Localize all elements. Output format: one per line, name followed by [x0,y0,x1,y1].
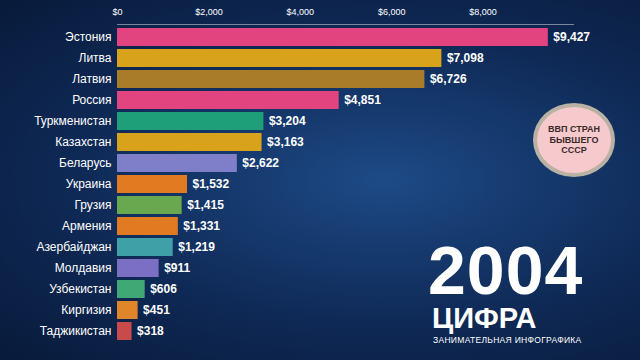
html-text:2004: 2004 [428,232,584,308]
svg-text:$8,000: $8,000 [469,7,497,17]
svg-text:$2,622: $2,622 [242,156,279,170]
svg-text:$6,000: $6,000 [378,7,406,17]
svg-text:Грузия: Грузия [74,198,111,212]
svg-text:$911: $911 [164,261,190,275]
svg-text:$4,851: $4,851 [344,93,381,107]
svg-text:$7,098: $7,098 [447,51,484,65]
svg-text:Эстония: Эстония [65,30,112,44]
svg-text:Молдавия: Молдавия [55,261,112,275]
svg-text:$606: $606 [150,282,177,296]
svg-text:$1,532: $1,532 [193,177,230,191]
svg-text:Латвия: Латвия [72,72,111,86]
svg-text:$318: $318 [137,324,164,338]
svg-text:Армения: Армения [62,219,111,233]
svg-text:$2,000: $2,000 [195,7,223,17]
svg-text:$1,415: $1,415 [187,198,224,212]
svg-text:$3,204: $3,204 [269,114,306,128]
svg-text:$4,000: $4,000 [287,7,315,17]
svg-text:$0: $0 [112,7,122,17]
svg-text:Туркменистан: Туркменистан [34,114,111,128]
svg-text:$3,163: $3,163 [267,135,304,149]
svg-text:Азербайджан: Азербайджан [36,240,111,254]
svg-text:Беларусь: Беларусь [59,156,111,170]
svg-text:$1,219: $1,219 [178,240,215,254]
svg-text:Литва: Литва [79,51,112,65]
html-text:ЦИФРА: ЦИФРА [432,302,537,334]
html-text:ВВП СТРАН БЫВШЕГО СССР: ВВП СТРАН БЫВШЕГО СССР [548,124,600,156]
svg-text:$451: $451 [143,303,170,317]
svg-text:$1,331: $1,331 [183,219,220,233]
svg-text:Киргизия: Киргизия [61,303,111,317]
svg-text:Казахстан: Казахстан [55,135,111,149]
svg-text:Россия: Россия [72,93,111,107]
svg-text:Таджикистан: Таджикистан [40,324,112,338]
html-text:ЗАНИМАТЕЛЬНАЯ ИНФОГРАФИКА: ЗАНИМАТЕЛЬНАЯ ИНФОГРАФИКА [433,335,582,345]
svg-text:Узбекистан: Узбекистан [49,282,111,296]
svg-text:$9,427: $9,427 [553,30,590,44]
svg-text:$6,726: $6,726 [430,72,467,86]
svg-text:Украина: Украина [66,177,112,191]
